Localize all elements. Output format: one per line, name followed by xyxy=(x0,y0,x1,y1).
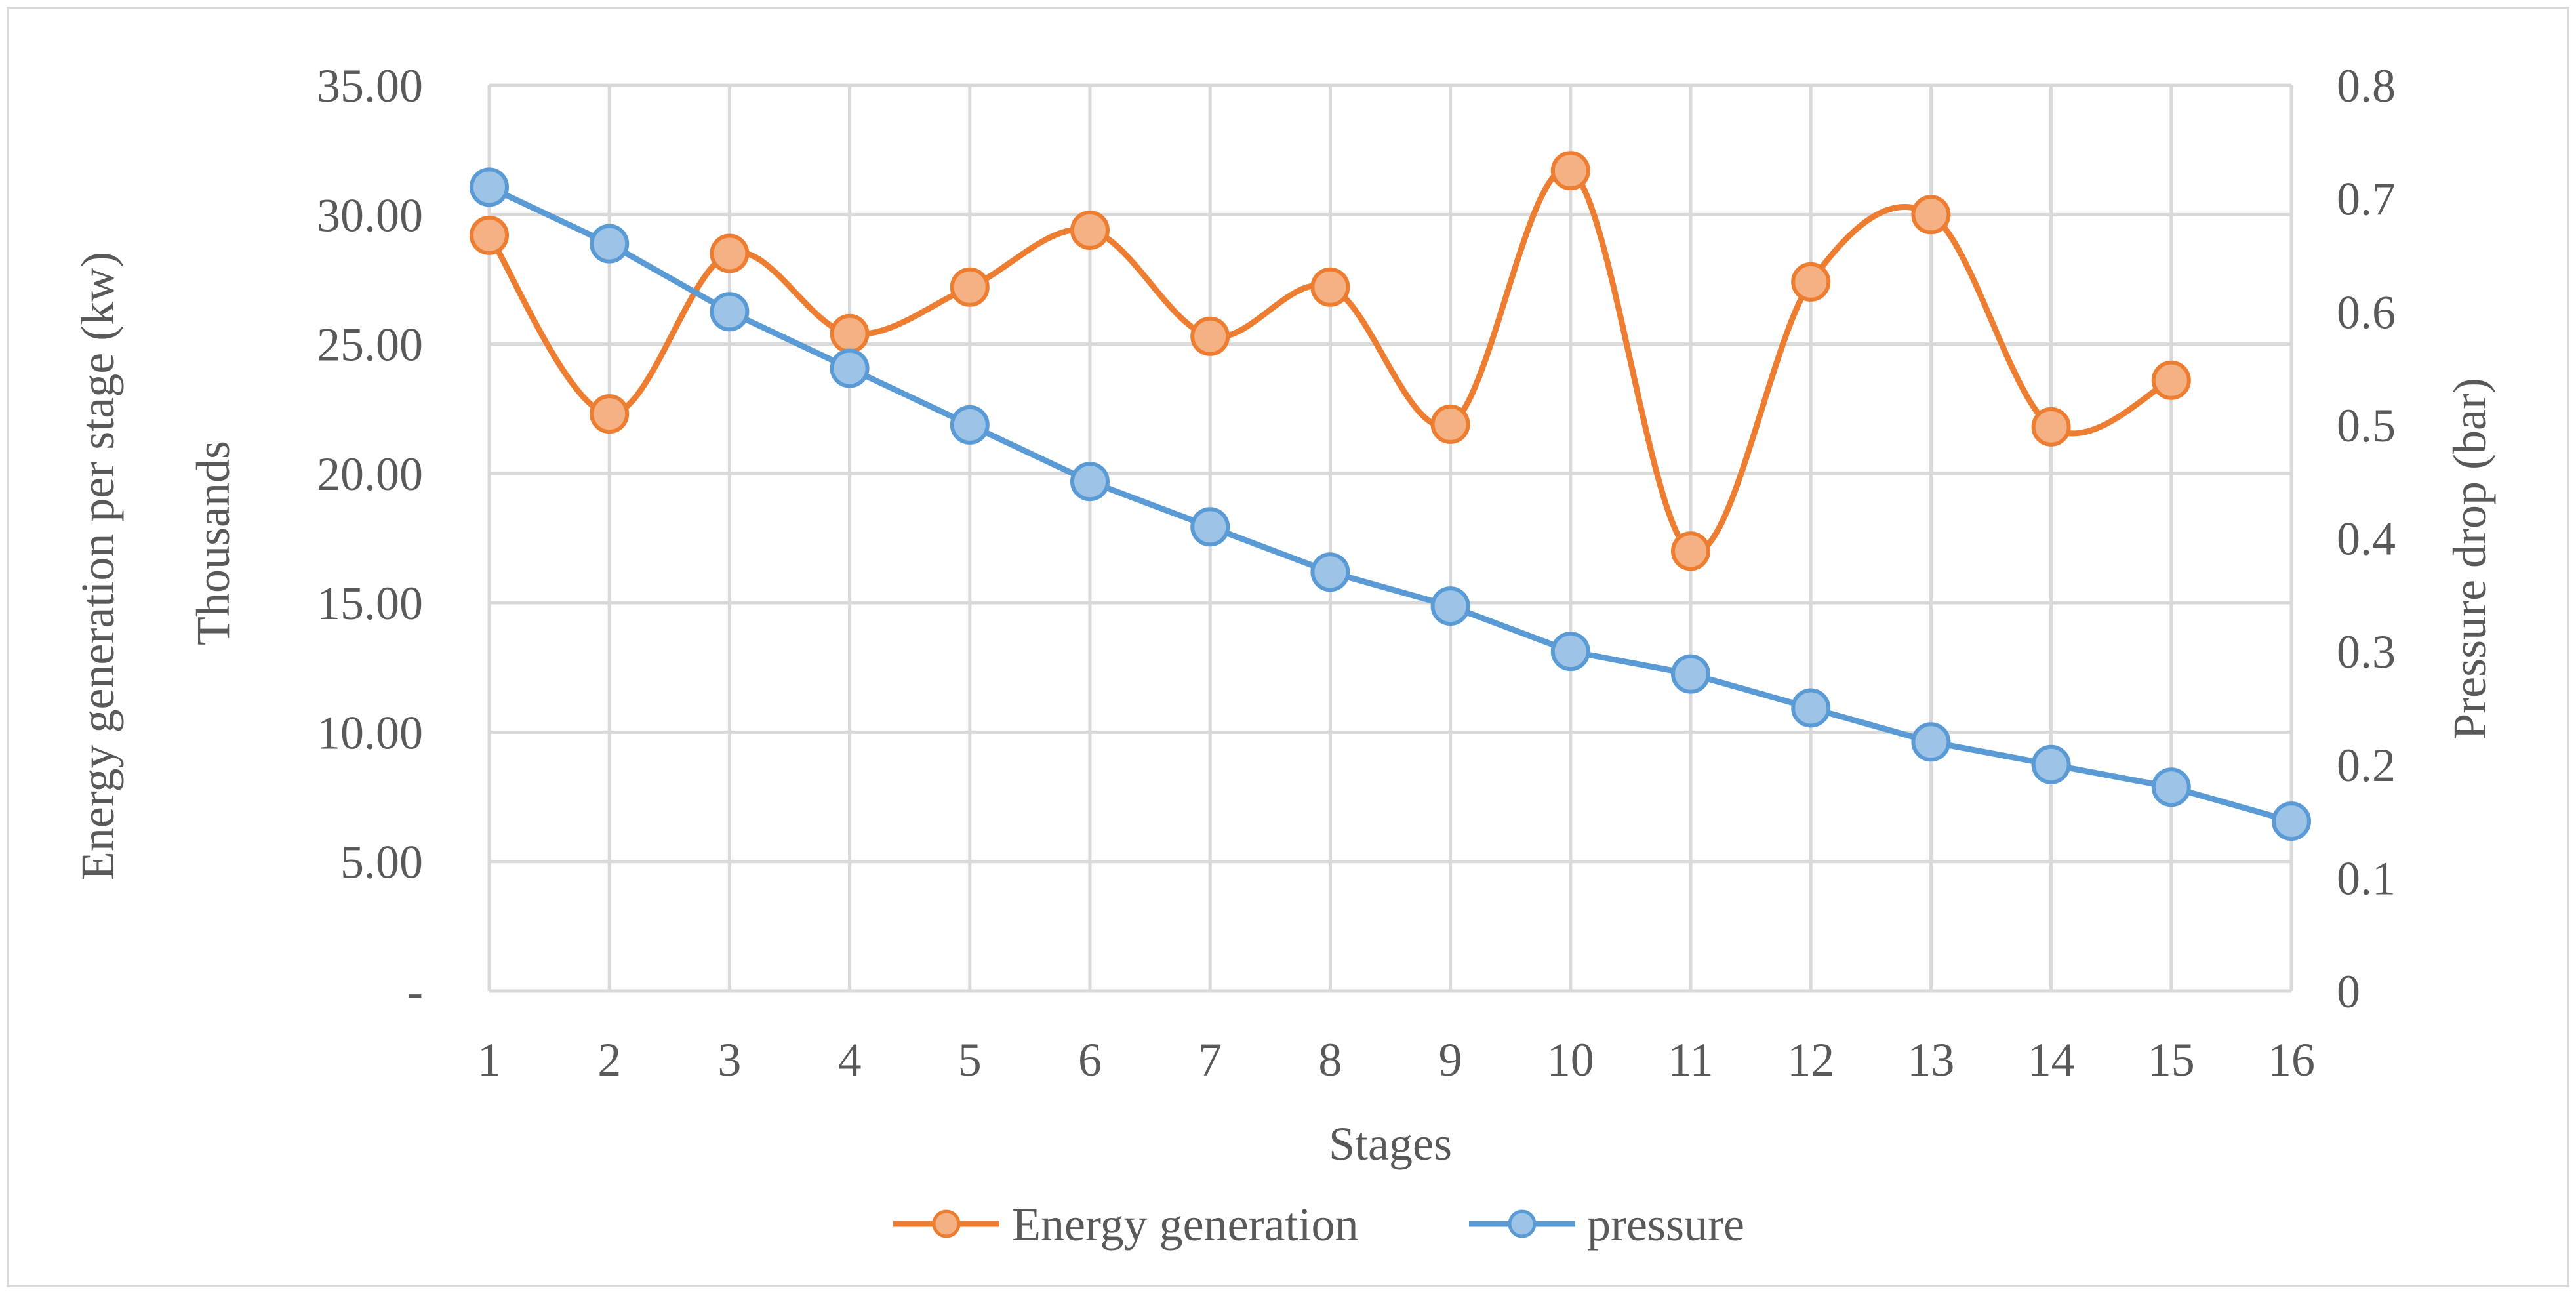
data-point-energy-generation xyxy=(2031,407,2071,447)
left-tick-label: 30.00 xyxy=(317,189,423,241)
x-tick-label: 4 xyxy=(838,1034,862,1086)
x-tick-label: 9 xyxy=(1439,1034,1462,1086)
legend-item-pressure: pressure xyxy=(1469,1198,1744,1251)
data-point-energy-generation xyxy=(950,267,990,307)
left-tick-label: 25.00 xyxy=(317,319,423,371)
right-axis-label: Pressure drop (bar) xyxy=(2444,378,2496,740)
x-tick-label: 14 xyxy=(2028,1034,2075,1086)
data-point-energy-generation xyxy=(1791,262,1831,302)
series-line-pressure xyxy=(486,184,2295,824)
data-point-pressure xyxy=(1070,462,1110,502)
data-point-energy-generation xyxy=(710,233,750,273)
legend-label-energy-generation: Energy generation xyxy=(1012,1198,1358,1251)
right-tick-label: 0.3 xyxy=(2337,626,2396,678)
data-point-energy-generation xyxy=(830,313,870,354)
data-point-energy-generation xyxy=(1070,210,1110,250)
legend-label-pressure: pressure xyxy=(1587,1198,1744,1251)
data-point-pressure xyxy=(1791,688,1831,728)
data-point-pressure xyxy=(470,167,509,207)
x-tick-label: 12 xyxy=(1787,1034,1834,1086)
data-point-energy-generation xyxy=(1911,195,1951,235)
x-tick-label: 1 xyxy=(477,1034,501,1086)
data-point-pressure xyxy=(2031,744,2071,784)
left-tick-label: 20.00 xyxy=(317,448,423,500)
x-axis-label: Stages xyxy=(1329,1118,1452,1170)
left-tick-label: 5.00 xyxy=(340,836,423,889)
series-pressure xyxy=(470,167,2311,841)
data-point-pressure xyxy=(590,224,630,264)
data-point-energy-generation xyxy=(2151,360,2191,400)
legend-swatch-marker-pressure xyxy=(1508,1209,1537,1238)
right-tick-label: 0.7 xyxy=(2337,173,2396,226)
data-point-pressure xyxy=(1190,507,1230,547)
data-point-pressure xyxy=(1430,586,1470,626)
data-point-pressure xyxy=(1550,632,1590,672)
right-tick-label: 0.4 xyxy=(2337,513,2396,565)
legend: Energy generation pressure xyxy=(893,1198,1744,1251)
x-tick-label: 13 xyxy=(1907,1034,1954,1086)
data-point-pressure xyxy=(2151,767,2191,807)
data-point-pressure xyxy=(1911,722,1951,762)
x-tick-label: 6 xyxy=(1078,1034,1102,1086)
left-axis-label: Energy generation per stage (kw) xyxy=(71,252,124,880)
right-tick-label: 0.5 xyxy=(2337,399,2396,452)
data-point-energy-generation xyxy=(470,215,509,255)
data-point-energy-generation xyxy=(1671,531,1710,571)
legend-item-energy-generation: Energy generation xyxy=(893,1198,1358,1251)
x-tick-label: 2 xyxy=(597,1034,621,1086)
right-tick-label: 0.2 xyxy=(2337,739,2396,792)
series-energy-generation xyxy=(470,151,2191,571)
x-tick-label: 10 xyxy=(1547,1034,1594,1086)
axis-tick-labels: - 5.00 10.00 15.00 20.00 25.00 30.00 35.00 0 0.1 0… xyxy=(317,60,2396,1086)
legend-swatch-marker-energy xyxy=(932,1209,961,1238)
data-series xyxy=(470,151,2311,841)
data-point-energy-generation xyxy=(1550,151,1590,191)
series-line-energy-generation xyxy=(486,166,2175,556)
data-point-energy-generation xyxy=(590,394,630,434)
left-tick-label: - xyxy=(407,965,423,1018)
right-tick-label: 0 xyxy=(2337,965,2360,1018)
data-point-pressure xyxy=(1310,552,1350,592)
x-tick-label: 16 xyxy=(2268,1034,2315,1086)
x-tick-label: 15 xyxy=(2148,1034,2195,1086)
data-point-energy-generation xyxy=(1190,316,1230,356)
right-tick-label: 0.1 xyxy=(2337,852,2396,904)
x-tick-label: 8 xyxy=(1318,1034,1342,1086)
x-tick-label: 5 xyxy=(958,1034,982,1086)
left-axis-units-label: Thousands xyxy=(187,441,239,645)
chart-border xyxy=(7,7,2569,1287)
left-tick-label: 15.00 xyxy=(317,577,423,630)
data-point-pressure xyxy=(2272,801,2311,841)
data-point-pressure xyxy=(1671,654,1710,694)
data-point-energy-generation xyxy=(1310,267,1350,307)
right-tick-label: 0.8 xyxy=(2337,60,2396,112)
data-point-pressure xyxy=(950,405,990,445)
left-tick-label: 10.00 xyxy=(317,706,423,759)
data-point-energy-generation xyxy=(1430,404,1470,444)
data-point-pressure xyxy=(830,348,870,388)
x-tick-label: 7 xyxy=(1198,1034,1222,1086)
x-tick-label: 3 xyxy=(717,1034,741,1086)
x-tick-label: 11 xyxy=(1668,1034,1713,1086)
data-point-pressure xyxy=(710,292,750,332)
left-tick-label: 35.00 xyxy=(317,60,423,112)
right-tick-label: 0.6 xyxy=(2337,286,2396,338)
